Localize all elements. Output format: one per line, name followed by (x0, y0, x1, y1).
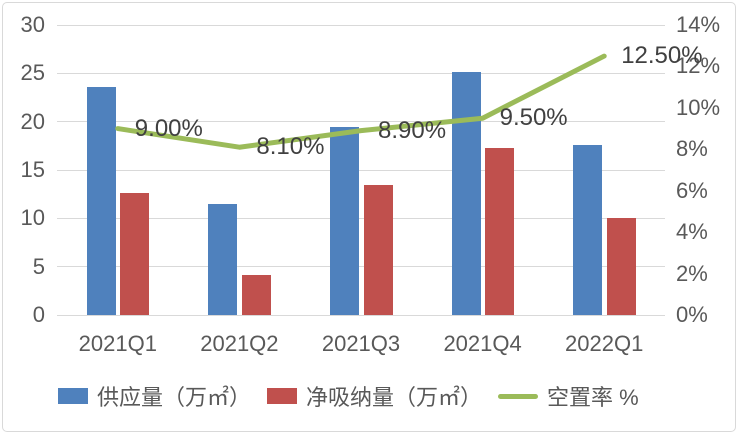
x-axis-label: 2021Q2 (200, 331, 279, 356)
left-axis-tick: 25 (20, 60, 45, 86)
vacancy-rate-point-label: 8.10% (256, 133, 325, 161)
supply-legend-swatch (58, 388, 88, 404)
bar-net-absorption (241, 275, 271, 315)
left-axis-tick: 15 (20, 157, 45, 182)
bar-net-absorption (485, 147, 515, 315)
right-axis-tick: 0% (676, 302, 708, 327)
chart-legend: 供应量（万㎡） 净吸纳量（万㎡） 空置率 % (58, 379, 639, 413)
left-axis-tick: 10 (20, 205, 45, 231)
right-axis-tick: 2% (676, 260, 708, 286)
bar-net-absorption (363, 184, 393, 315)
gridline (57, 266, 665, 268)
gridline (57, 24, 665, 26)
left-axis-tick: 20 (20, 108, 45, 134)
legend-item-supply: 供应量（万㎡） (58, 380, 251, 412)
bar-supply (330, 126, 359, 315)
right-axis-tick: 6% (676, 177, 708, 203)
vacancy-rate-point-label: 9.00% (134, 114, 203, 142)
left-axis-tick: 5 (32, 253, 45, 279)
vacancy-legend-label: 空置率 % (547, 385, 639, 410)
x-axis-label: 2022Q1 (565, 331, 644, 356)
left-axis-tick: 0 (32, 302, 45, 327)
right-axis-tick: 8% (676, 136, 708, 162)
bar-supply (208, 203, 238, 315)
vacancy-legend-line-swatch (498, 393, 539, 399)
bar-supply (86, 86, 116, 315)
gridline (57, 314, 665, 316)
gridline (57, 169, 665, 171)
bar-net-absorption (120, 193, 150, 315)
absorption-legend-swatch (267, 388, 298, 404)
right-axis-tick: 14% (676, 12, 721, 37)
bar-net-absorption (606, 218, 636, 315)
legend-item-absorption: 净吸纳量（万㎡） (267, 380, 482, 412)
right-axis-tick: 4% (676, 219, 708, 245)
x-axis-label: 2021Q3 (321, 331, 401, 356)
vacancy-rate-point-label: 9.50% (499, 104, 568, 132)
vacancy-rate-point-label: 8.90% (378, 116, 447, 144)
right-axis-tick: 10% (676, 94, 721, 120)
gridline (57, 217, 665, 219)
supply-legend-label: 供应量（万㎡） (97, 385, 252, 410)
right-axis-tick: 12% (676, 53, 721, 79)
vacancy-rate-point-label: 12.50% (621, 42, 703, 70)
bar-supply (573, 144, 603, 315)
absorption-legend-label: 净吸纳量（万㎡） (306, 385, 483, 410)
x-axis-label: 2021Q1 (78, 331, 157, 356)
legend-item-vacancy: 空置率 % (498, 380, 639, 412)
left-axis-tick: 30 (20, 12, 45, 37)
x-axis-label: 2021Q4 (443, 331, 522, 356)
